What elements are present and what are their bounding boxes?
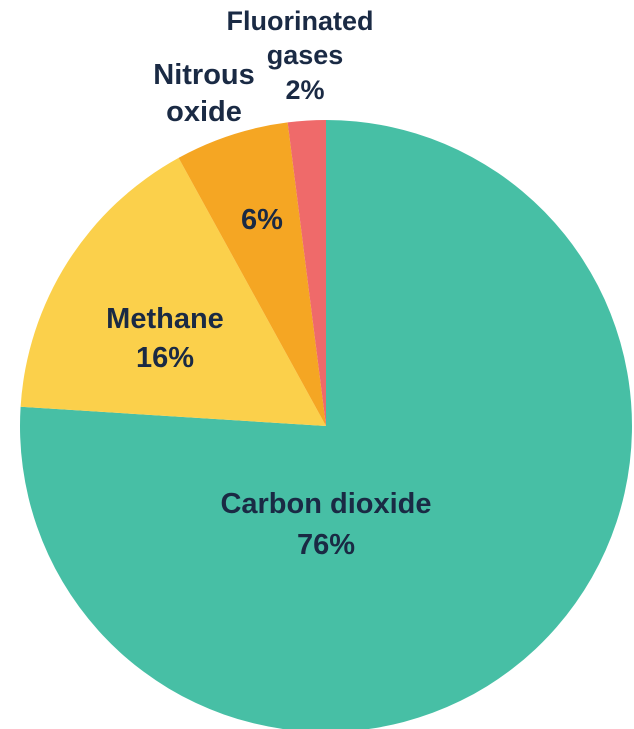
label-fluorinated-gases-value: 2% xyxy=(285,75,324,105)
label-methane-name: Methane xyxy=(106,303,224,335)
label-nitrous-oxide-line2: oxide xyxy=(166,96,242,128)
pie-slice-nitrous-oxide xyxy=(178,122,326,426)
label-nitrous-oxide-value: 6% xyxy=(241,204,283,236)
label-fluorinated-gases-line2: gases xyxy=(267,40,344,70)
label-carbon-dioxide-value: 76% xyxy=(297,529,355,561)
pie-slices xyxy=(20,120,632,729)
label-fluorinated-gases-line1: Fluorinated xyxy=(227,6,374,36)
pie-slice-fluorinated-gases xyxy=(287,120,326,426)
pie-slice-carbon-dioxide xyxy=(20,120,632,729)
pie-slice-methane xyxy=(20,157,326,426)
label-methane-value: 16% xyxy=(136,342,194,374)
label-carbon-dioxide-name: Carbon dioxide xyxy=(220,488,431,520)
label-nitrous-oxide-line1: Nitrous xyxy=(153,59,255,91)
